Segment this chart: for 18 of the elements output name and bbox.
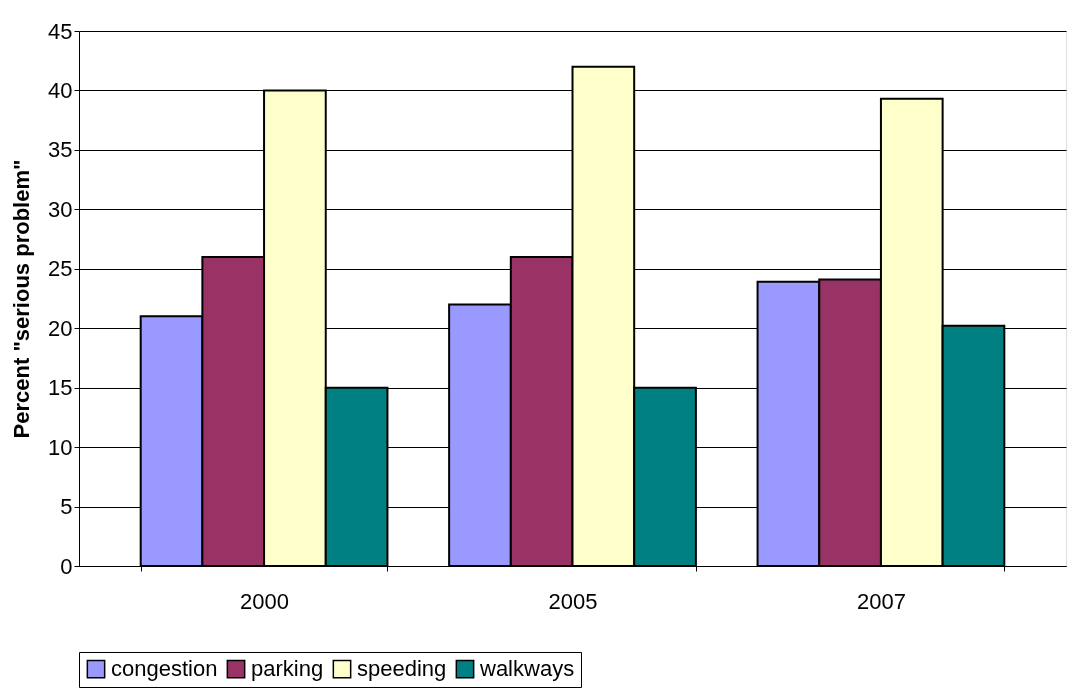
- y-tick-label: 30: [48, 196, 73, 222]
- y-tick-label: 0: [60, 553, 73, 579]
- y-axis-title: Percent "serious problem": [9, 159, 35, 439]
- x-tick-label: 2005: [548, 588, 598, 614]
- y-tick-label: 40: [48, 77, 73, 103]
- x-tick-label: 2007: [856, 588, 906, 614]
- y-tick-label: 35: [48, 137, 73, 163]
- y-tick-label: 5: [60, 494, 73, 520]
- y-tick-label: 10: [48, 434, 73, 460]
- legend-label: congestion: [111, 656, 218, 682]
- legend-label: parking: [251, 656, 324, 682]
- legend-label: walkways: [479, 656, 575, 682]
- y-tick-label: 45: [48, 18, 73, 44]
- y-tick-label: 15: [48, 375, 73, 401]
- x-tick-label: 2000: [240, 588, 290, 614]
- legend-label: speeding: [357, 656, 447, 682]
- y-tick-label: 25: [48, 256, 73, 282]
- y-tick-label: 20: [48, 315, 73, 341]
